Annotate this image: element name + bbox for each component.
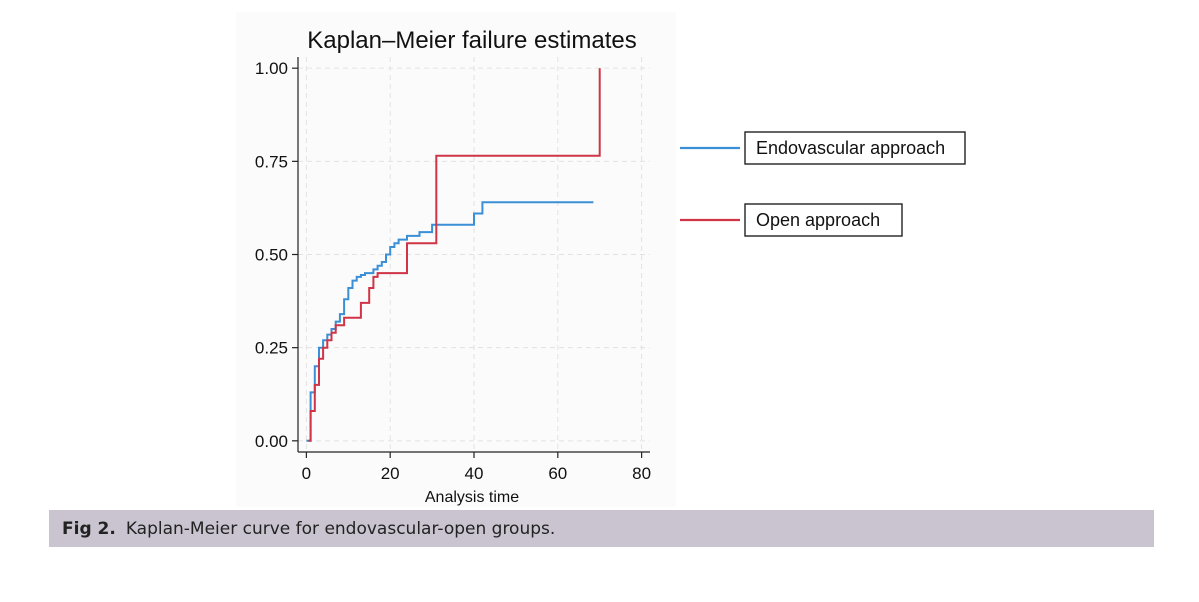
legend: Endovascular approach Open approach	[680, 131, 966, 237]
x-tick-label-4: 80	[632, 464, 651, 483]
x-tick-label-1: 20	[381, 464, 400, 483]
x-tick-label-2: 40	[465, 464, 484, 483]
axes: 0.00 0.25 0.50 0.75 1.00 0 20 40 60 80	[255, 57, 651, 483]
x-tick-label-3: 60	[548, 464, 567, 483]
y-tick-label-0: 0.00	[255, 432, 288, 451]
y-tick-label-1: 0.25	[255, 339, 288, 358]
x-tick-label-0: 0	[302, 464, 311, 483]
y-tick-label-3: 0.75	[255, 152, 288, 171]
series-lines	[306, 68, 601, 442]
caption-text: Kaplan-Meier curve for endovascular-open…	[125, 518, 556, 539]
series-line-endovascular	[306, 201, 594, 442]
y-tick-label-4: 1.00	[255, 59, 288, 78]
figure-caption: Fig 2. Kaplan-Meier curve for endovascul…	[49, 510, 1154, 547]
series-line-open	[308, 68, 601, 442]
legend-label-0: Endovascular approach	[756, 138, 945, 158]
km-chart: Kaplan–Meier failure estimates 0.000.250…	[255, 27, 966, 506]
chart-panel	[236, 12, 676, 507]
legend-label-1: Open approach	[756, 210, 880, 230]
legend-box-1	[744, 203, 903, 237]
legend-box-0	[744, 131, 966, 165]
chart-title: Kaplan–Meier failure estimates	[307, 27, 637, 54]
caption-label: Fig 2.	[62, 518, 116, 539]
y-tick-label-2: 0.50	[255, 246, 288, 265]
x-axis-title: Analysis time	[425, 489, 519, 506]
grid	[298, 57, 650, 452]
